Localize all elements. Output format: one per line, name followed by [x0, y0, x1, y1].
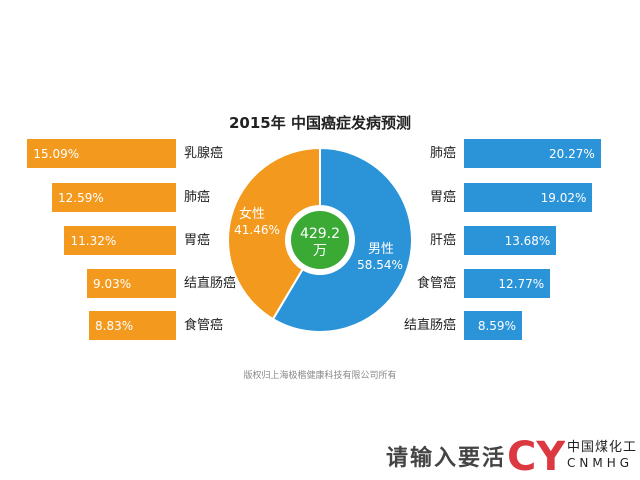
- female-bar-value: 15.09%: [33, 146, 80, 161]
- male-slice-value: 58.54%: [357, 258, 403, 272]
- female-category-label: 胃癌: [184, 233, 211, 248]
- female-slice-name: 女性: [239, 206, 265, 222]
- female-bar: 9.03%: [87, 269, 176, 298]
- male-bar-value: 12.77%: [498, 276, 545, 291]
- male-category-label: 肝癌: [429, 233, 456, 248]
- male-bar-value: 19.02%: [540, 190, 587, 205]
- watermark-text: 请输入要活: [386, 445, 507, 471]
- male-bar: 12.77%: [464, 269, 551, 298]
- brand-chinese: 中国煤化工: [567, 440, 638, 455]
- male-category-label: 肺癌: [429, 146, 456, 161]
- brand-english: CNMHG: [567, 456, 634, 470]
- copyright-note: 版权归上海极楷健康科技有限公司所有: [243, 371, 397, 381]
- female-slice-value: 41.46%: [234, 223, 280, 237]
- female-category-label: 食管癌: [184, 318, 224, 333]
- donut-center-unit: 万: [313, 243, 327, 259]
- female-bar-value: 11.32%: [70, 233, 117, 248]
- chart-title: 2015年 中国癌症发病预测: [229, 114, 411, 132]
- female-bar-value: 8.83%: [95, 318, 134, 333]
- male-bar: 8.59%: [464, 311, 522, 340]
- female-bar: 15.09%: [27, 139, 176, 168]
- female-category-label: 结直肠癌: [184, 276, 237, 291]
- male-category-label: 结直肠癌: [403, 318, 456, 333]
- logo-letters: CYH: [507, 434, 565, 474]
- male-bar: 19.02%: [464, 183, 593, 212]
- female-bar: 8.83%: [89, 311, 176, 340]
- female-bar-value: 9.03%: [93, 276, 132, 291]
- male-bar-value: 13.68%: [504, 233, 551, 248]
- donut-center-value: 429.2: [300, 226, 340, 242]
- female-bar: 12.59%: [51, 183, 176, 212]
- donut-center-disc: [291, 211, 349, 269]
- female-bar: 11.32%: [64, 226, 176, 255]
- male-category-label: 食管癌: [416, 276, 456, 291]
- male-bar: 20.27%: [464, 139, 601, 168]
- female-category-label: 肺癌: [184, 190, 211, 205]
- female-bar-value: 12.59%: [57, 190, 104, 205]
- cnmhg-logo: CYH: [507, 434, 565, 474]
- male-category-label: 胃癌: [429, 190, 456, 205]
- male-bar-value: 8.59%: [477, 318, 516, 333]
- male-bar-value: 20.27%: [549, 146, 595, 161]
- male-slice-name: 男性: [368, 242, 394, 257]
- female-category-label: 乳腺癌: [184, 146, 224, 161]
- male-bar: 13.68%: [464, 226, 557, 255]
